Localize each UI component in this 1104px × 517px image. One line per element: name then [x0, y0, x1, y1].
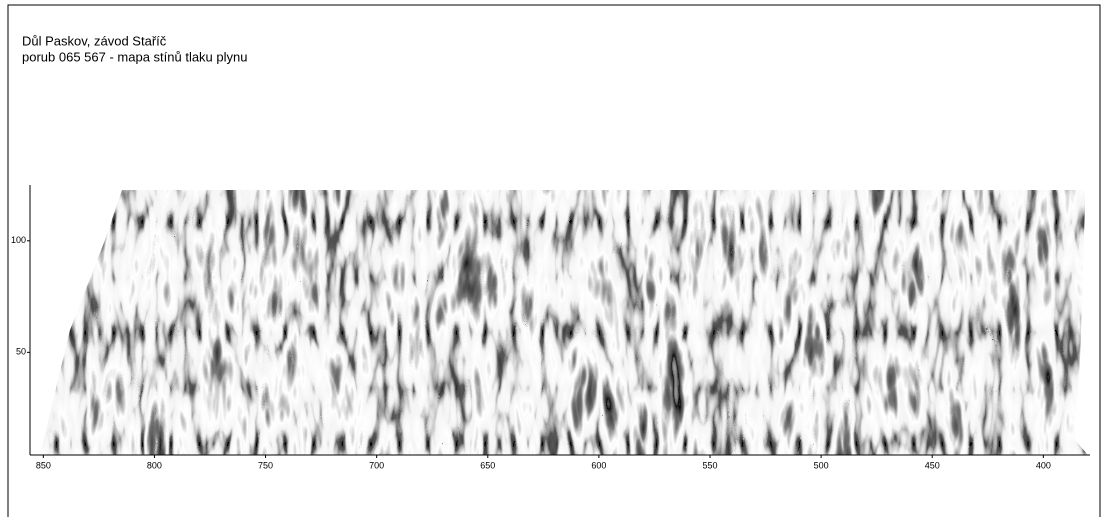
relief-texture [40, 190, 1088, 455]
shadow-map [40, 190, 1088, 455]
y-tick-label: 100 [11, 235, 26, 245]
x-tick-label: 750 [258, 460, 273, 470]
x-tick-label: 500 [814, 460, 829, 470]
x-tick-label: 800 [147, 460, 162, 470]
x-tick-label: 450 [925, 460, 940, 470]
frame [7, 4, 1101, 517]
y-tick-label: 50 [16, 347, 26, 357]
x-tick-label: 650 [480, 460, 495, 470]
x-tick-label: 600 [591, 460, 606, 470]
x-tick-label: 400 [1036, 460, 1051, 470]
x-tick-label: 850 [36, 460, 51, 470]
chart-title: Důl Paskov, závod Staříč [22, 33, 167, 48]
x-tick-label: 550 [702, 460, 717, 470]
chart-subtitle: porub 065 567 - mapa stínů tlaku plynu [22, 49, 247, 64]
x-tick-label: 700 [369, 460, 384, 470]
